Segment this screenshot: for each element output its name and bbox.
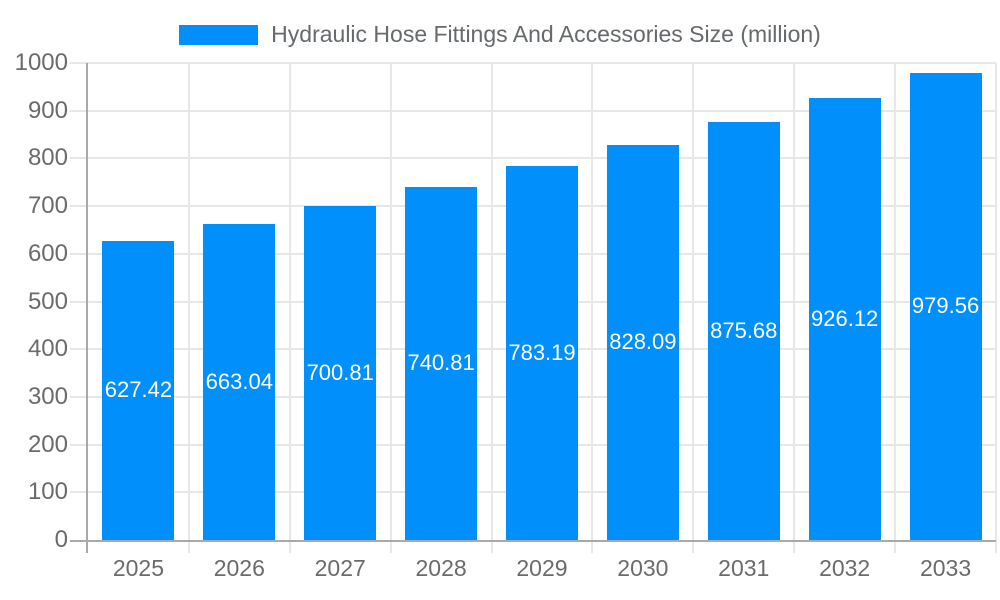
gridline-vertical <box>187 63 190 553</box>
x-axis-label: 2027 <box>314 555 366 581</box>
gridline-vertical <box>288 63 291 553</box>
y-axis-line <box>86 63 88 553</box>
chart-legend: Hydraulic Hose Fittings And Accessories … <box>0 21 1000 48</box>
x-axis-line <box>70 540 996 542</box>
bar-2029[interactable]: 783.19 <box>506 166 578 540</box>
y-axis-label: 0 <box>54 526 68 553</box>
gridline-vertical <box>490 63 493 553</box>
gridline-vertical <box>692 63 695 553</box>
bar-2032[interactable]: 926.12 <box>808 98 881 540</box>
gridline-vertical <box>995 63 997 553</box>
y-axis-label: 600 <box>27 239 68 267</box>
plot-area: 627.42 663.04 700.81 740.81 783.19 828.09 875.… <box>70 62 997 553</box>
bar-value-label: 700.81 <box>306 359 374 385</box>
gridline-vertical <box>793 63 796 553</box>
bar-value-label: 875.68 <box>710 318 778 344</box>
gridline-horizontal <box>70 157 996 160</box>
bar-value-label: 926.12 <box>811 306 879 332</box>
gridline-vertical <box>389 63 392 553</box>
legend-swatch-icon <box>179 24 259 45</box>
bar-2026[interactable]: 663.04 <box>203 223 276 540</box>
gridline-vertical <box>894 63 897 553</box>
y-axis-label: 1000 <box>14 49 68 76</box>
bar-value-label: 828.09 <box>609 329 677 355</box>
bar-2027[interactable]: 700.81 <box>304 205 377 540</box>
x-axis-label: 2033 <box>919 555 972 581</box>
chart-title: Hydraulic Hose Fittings And Accessories … <box>271 21 821 47</box>
y-axis-label: 200 <box>27 430 68 458</box>
y-axis-label: 400 <box>27 335 68 363</box>
gridline-vertical <box>591 63 594 553</box>
bar-2030[interactable]: 828.09 <box>606 145 679 540</box>
bar-value-label: 783.19 <box>508 340 576 366</box>
bar-value-label: 627.42 <box>104 377 173 403</box>
y-axis-label: 900 <box>27 96 68 124</box>
bar-value-label: 740.81 <box>407 350 475 376</box>
x-axis-label: 2026 <box>213 555 265 581</box>
bar-value-label: 663.04 <box>205 368 273 394</box>
x-axis-label: 2032 <box>819 555 871 581</box>
bar-2031[interactable]: 875.68 <box>707 122 780 540</box>
y-axis-label: 700 <box>27 192 68 220</box>
x-axis-label: 2029 <box>516 555 568 581</box>
legend-item[interactable]: Hydraulic Hose Fittings And Accessories … <box>179 21 821 48</box>
y-axis-label: 100 <box>27 478 68 506</box>
bar-value-label: 979.56 <box>911 293 980 319</box>
x-axis-label: 2030 <box>617 555 669 581</box>
bar-2025[interactable]: 627.42 <box>102 240 175 540</box>
gridline-horizontal <box>70 109 996 112</box>
gridline-horizontal <box>70 62 996 64</box>
x-axis-label: 2028 <box>415 555 467 581</box>
y-axis-label: 300 <box>27 382 68 410</box>
bar-2028[interactable]: 740.81 <box>405 186 478 540</box>
y-axis-label: 500 <box>27 287 68 315</box>
x-axis-label: 2025 <box>112 555 165 581</box>
y-axis-label: 800 <box>27 144 68 172</box>
bar-2033[interactable]: 979.56 <box>909 72 982 540</box>
x-axis-label: 2031 <box>718 555 770 581</box>
